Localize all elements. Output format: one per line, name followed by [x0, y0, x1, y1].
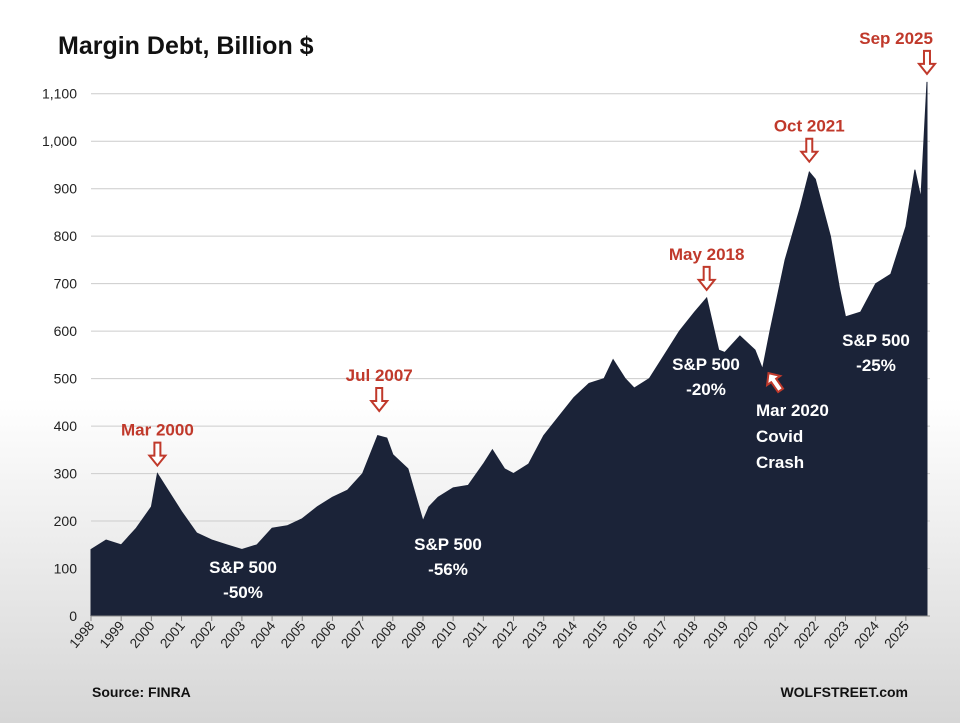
- y-tick-label: 1,100: [42, 86, 77, 102]
- y-tick-label: 0: [69, 608, 77, 624]
- x-tick-label: 2003: [217, 618, 248, 651]
- y-tick-label: 700: [54, 276, 78, 292]
- peak-arrow-3: [799, 137, 820, 164]
- x-axis-ticks: 1998 1999 2000 2001 2002 2003 2004 2005 2006 2007…: [66, 616, 912, 651]
- x-tick-label: 2025: [881, 618, 912, 651]
- peak-arrow-2: [696, 265, 717, 292]
- covid-note-line: Covid: [756, 427, 803, 446]
- area-series: [90, 81, 930, 617]
- annotations: Mar 2000 Jul 2007 May 2018 Oct 2021 Sep 2025: [121, 29, 938, 468]
- y-tick-label: 400: [54, 418, 78, 434]
- peak-label: Oct 2021: [774, 117, 845, 136]
- x-tick-label: 2019: [700, 618, 731, 651]
- covid-note-line: Mar 2020: [756, 401, 829, 420]
- sp500-note-line2: -50%: [223, 583, 263, 602]
- covid-arrow: [765, 371, 785, 394]
- x-tick-label: 2012: [489, 618, 520, 651]
- x-tick-label: 2021: [761, 618, 792, 651]
- sp500-note-line1: S&P 500: [414, 535, 482, 554]
- x-tick-label: 2022: [791, 618, 822, 651]
- y-tick-label: 1,000: [42, 133, 77, 149]
- sp500-note-line1: S&P 500: [672, 355, 740, 374]
- y-tick-label: 900: [54, 181, 78, 197]
- sp500-note-line1: S&P 500: [842, 331, 910, 350]
- peak-arrow-1: [369, 386, 390, 413]
- x-tick-label: 2008: [368, 618, 399, 651]
- sp500-note-line2: -20%: [686, 380, 726, 399]
- y-tick-label: 800: [54, 228, 78, 244]
- y-tick-label: 300: [54, 466, 78, 482]
- x-tick-label: 2000: [127, 618, 158, 651]
- x-tick-label: 2009: [398, 618, 429, 651]
- covid-note-line: Crash: [756, 453, 804, 472]
- x-tick-label: 2023: [821, 618, 852, 651]
- x-tick-label: 2020: [730, 618, 761, 651]
- y-tick-label: 500: [54, 371, 78, 387]
- peak-arrow-4: [916, 49, 938, 76]
- x-tick-label: 2014: [549, 618, 580, 651]
- sp500-note-line1: S&P 500: [209, 558, 277, 577]
- x-tick-label: 2016: [610, 618, 641, 651]
- x-tick-label: 2007: [338, 618, 369, 651]
- x-tick-label: 2005: [278, 618, 309, 651]
- x-tick-label: 1999: [97, 618, 128, 651]
- peak-label: May 2018: [669, 245, 745, 264]
- chart-title: Margin Debt, Billion $: [58, 32, 314, 60]
- x-tick-label: 2017: [640, 618, 671, 651]
- x-tick-label: 2010: [429, 618, 460, 651]
- x-tick-label: 2018: [670, 618, 701, 651]
- source-label: Source: FINRA: [92, 684, 191, 700]
- y-tick-label: 600: [54, 323, 78, 339]
- margin-debt-area: [90, 81, 928, 617]
- x-tick-label: 2004: [248, 618, 279, 651]
- sp500-note-line2: -56%: [428, 560, 468, 579]
- brand-label: WOLFSTREET.com: [780, 684, 908, 700]
- y-tick-label: 200: [54, 513, 78, 529]
- x-tick-label: 2011: [459, 618, 489, 650]
- x-tick-label: 2006: [308, 618, 339, 651]
- sp500-note-line2: -25%: [856, 356, 896, 375]
- peak-label: Sep 2025: [859, 29, 933, 48]
- y-axis-ticks: 0 100 200 300 400 500 600 700 800 900 1,000 1,100: [42, 86, 77, 624]
- x-tick-label: 2002: [187, 618, 218, 651]
- peak-label: Mar 2000: [121, 421, 194, 440]
- x-tick-label: 2015: [580, 618, 611, 651]
- peak-label: Jul 2007: [346, 366, 413, 385]
- y-tick-label: 100: [54, 561, 78, 577]
- x-tick-label: 2013: [519, 618, 550, 651]
- covid-arrow-group: [765, 371, 785, 394]
- x-tick-label: 2024: [851, 618, 882, 651]
- x-tick-label: 2001: [157, 618, 188, 651]
- notes: S&P 500 -50% S&P 500 -56% S&P 500 -20% S&P 500…: [209, 331, 910, 602]
- peak-arrow-0: [147, 441, 168, 468]
